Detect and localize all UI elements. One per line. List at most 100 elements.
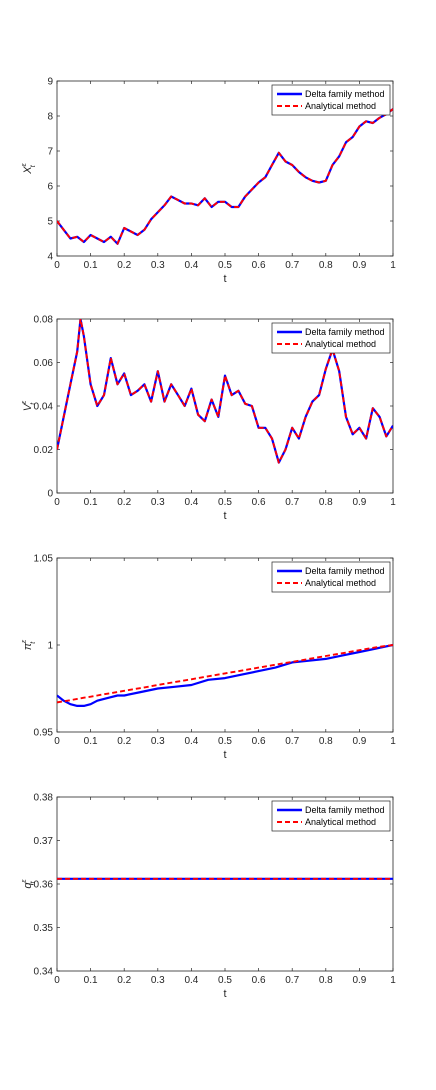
y-tick-label: 6 xyxy=(47,182,53,193)
x-tick-label: 0.3 xyxy=(151,260,165,271)
x-tick-label: 0 xyxy=(54,260,60,271)
x-tick-label: 0.7 xyxy=(285,736,299,747)
y-tick-label: 0.08 xyxy=(34,315,54,326)
x-tick-label: 0.5 xyxy=(218,736,232,747)
y-tick-label: 1.05 xyxy=(34,554,54,565)
x-tick-label: 0.4 xyxy=(184,260,198,271)
x-tick-label: 0.8 xyxy=(319,497,333,508)
x-tick-label: 0.9 xyxy=(352,497,366,508)
legend-label-delta-family: Delta family method xyxy=(305,89,385,99)
y-tick-label: 4 xyxy=(47,252,53,263)
legend: Delta family method Analytical method xyxy=(271,800,391,832)
x-tick-label: 0.4 xyxy=(184,736,198,747)
chart-panel-2: 0 0.1 0.2 0.3 0.4 0.5 0.6 0.7 0.8 0.9 1 0 0.02 0.04 0.… xyxy=(21,315,396,523)
x-tick-label: 0.1 xyxy=(84,497,98,508)
y-axis-label-text: Vε t xyxy=(21,400,37,411)
y-tick-label: 1 xyxy=(47,641,53,652)
x-tick-label: 0.9 xyxy=(352,975,366,986)
x-tick-label: 0.3 xyxy=(151,975,165,986)
x-tick-label: 0.6 xyxy=(252,260,266,271)
legend-box xyxy=(271,322,391,354)
y-axis-label-text: Xε t xyxy=(21,162,37,174)
y-axis-label-text: qε t xyxy=(21,878,37,888)
x-tick-label: 0 xyxy=(54,975,60,986)
x-tick-label: 0.7 xyxy=(285,975,299,986)
legend: Delta family method Analytical method xyxy=(271,322,391,354)
legend-box xyxy=(271,561,391,593)
x-tick-label: 0.8 xyxy=(319,975,333,986)
x-tick-label: 0.8 xyxy=(319,260,333,271)
x-tick-label: 0 xyxy=(54,497,60,508)
y-axis-label: πε t xyxy=(21,639,37,650)
legend: Delta family method Analytical method xyxy=(271,561,391,593)
y-tick-label: 0.06 xyxy=(34,358,54,369)
y-tick-label: 5 xyxy=(47,217,53,228)
y-tick-label: 7 xyxy=(47,147,53,158)
y-tick-label: 9 xyxy=(47,77,53,88)
y-tick-label: 0 xyxy=(47,489,53,500)
x-tick-label: 0.8 xyxy=(319,736,333,747)
x-tick-label: 0.4 xyxy=(184,497,198,508)
x-tick-label: 1 xyxy=(390,975,396,986)
y-axis-label: Vε t xyxy=(21,400,37,411)
x-axis-label: t xyxy=(223,749,226,761)
legend-label-delta-family: Delta family method xyxy=(305,805,385,815)
x-tick-label: 0.6 xyxy=(252,736,266,747)
legend-label-analytical: Analytical method xyxy=(305,578,376,588)
legend-label-analytical: Analytical method xyxy=(305,101,376,111)
x-tick-label: 0.2 xyxy=(117,736,131,747)
x-tick-label: 0.2 xyxy=(117,260,131,271)
x-tick-label: 0.7 xyxy=(285,497,299,508)
x-tick-label: 0.2 xyxy=(117,975,131,986)
x-tick-label: 0.5 xyxy=(218,975,232,986)
series-line-analytical xyxy=(57,644,393,704)
y-tick-label: 0.38 xyxy=(34,793,54,804)
legend-box xyxy=(271,84,391,116)
x-tick-label: 0.6 xyxy=(252,975,266,986)
y-tick-label: 0.37 xyxy=(34,836,54,847)
y-tick-label: 0.04 xyxy=(34,402,54,413)
y-tick-label: 8 xyxy=(47,112,53,123)
legend-box xyxy=(271,800,391,832)
y-tick-label: 0.02 xyxy=(34,445,54,456)
x-tick-label: 0 xyxy=(54,736,60,747)
chart-panel-3: 0 0.1 0.2 0.3 0.4 0.5 0.6 0.7 0.8 0.9 1 0.95 1 1.05 t π… xyxy=(21,554,396,762)
y-tick-label: 0.95 xyxy=(34,728,54,739)
series-line-analytical xyxy=(57,108,393,245)
chart-panel-4: 0 0.1 0.2 0.3 0.4 0.5 0.6 0.7 0.8 0.9 1 0.34 0.35 0.3… xyxy=(21,793,396,1001)
legend-label-delta-family: Delta family method xyxy=(305,327,385,337)
x-tick-label: 1 xyxy=(390,736,396,747)
x-tick-label: 1 xyxy=(390,260,396,271)
x-tick-label: 0.1 xyxy=(84,975,98,986)
x-tick-label: 0.2 xyxy=(117,497,131,508)
x-tick-label: 0.4 xyxy=(184,975,198,986)
y-tick-label: 0.35 xyxy=(34,923,54,934)
x-tick-label: 0.3 xyxy=(151,736,165,747)
x-tick-label: 0.7 xyxy=(285,260,299,271)
series-line-analytical xyxy=(57,319,393,464)
legend-label-analytical: Analytical method xyxy=(305,339,376,349)
y-axis-label: qε t xyxy=(21,878,37,888)
y-axis-label-text: πε t xyxy=(21,639,37,650)
x-tick-label: 1 xyxy=(390,497,396,508)
legend-label-analytical: Analytical method xyxy=(305,817,376,827)
x-tick-label: 0.1 xyxy=(84,260,98,271)
x-axis-label: t xyxy=(223,988,226,1000)
x-tick-label: 0.5 xyxy=(218,260,232,271)
chart-panel-1: 0 0.1 0.2 0.3 0.4 0.5 0.6 0.7 0.8 0.9 1 4 5 6 7 8 9 t Xε t D… xyxy=(21,77,396,286)
series-line-delta-family xyxy=(57,643,393,708)
y-axis-label: Xε t xyxy=(21,162,37,174)
y-tick-label: 0.36 xyxy=(34,880,54,891)
x-tick-label: 0.9 xyxy=(352,260,366,271)
x-tick-label: 0.1 xyxy=(84,736,98,747)
x-axis-label: t xyxy=(223,510,226,522)
x-tick-label: 0.5 xyxy=(218,497,232,508)
x-tick-label: 0.3 xyxy=(151,497,165,508)
legend: Delta family method Analytical method xyxy=(271,84,391,116)
y-tick-label: 0.34 xyxy=(34,967,54,978)
x-axis-label: t xyxy=(223,273,226,285)
x-tick-label: 0.9 xyxy=(352,736,366,747)
legend-label-delta-family: Delta family method xyxy=(305,566,385,576)
x-tick-label: 0.6 xyxy=(252,497,266,508)
